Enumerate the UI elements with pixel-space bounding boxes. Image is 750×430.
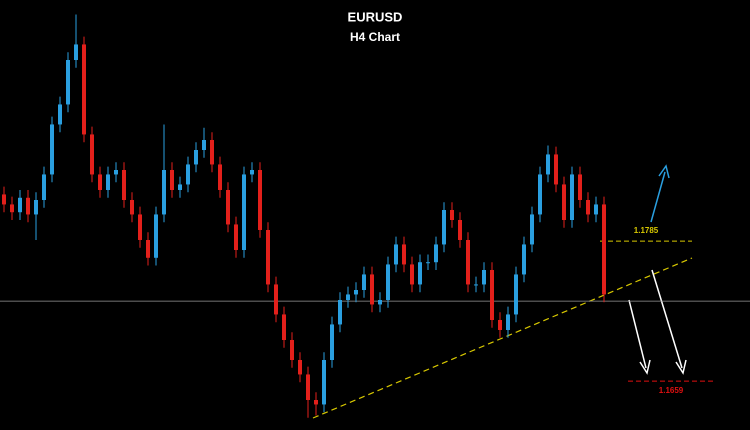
candle-body: [122, 170, 126, 200]
arrow-head: [658, 164, 670, 179]
candle-body: [34, 200, 38, 215]
candle-body: [378, 300, 382, 305]
trendline: [312, 257, 693, 419]
candle-body: [602, 204, 606, 295]
arrow-down: [651, 269, 683, 369]
candle-body: [434, 244, 438, 263]
candle-body: [90, 134, 94, 175]
candle-body: [26, 197, 30, 215]
candle-body: [418, 262, 422, 285]
candle-body: [426, 262, 430, 264]
candle-body: [2, 194, 6, 205]
candle-body: [402, 244, 406, 265]
candle-body: [338, 300, 342, 325]
candle-body: [346, 294, 350, 300]
candle-body: [458, 220, 462, 240]
candle-body: [170, 170, 174, 190]
arrow-head: [675, 359, 687, 375]
candle-body: [274, 284, 278, 315]
candle-body: [178, 184, 182, 190]
level-label: 1.1785: [634, 226, 659, 235]
candle-body: [282, 314, 286, 340]
candle-body: [18, 197, 22, 213]
candle-body: [330, 324, 334, 360]
candle-body: [466, 240, 470, 285]
candle-body: [394, 244, 398, 265]
candle-body: [290, 340, 294, 360]
candle-body: [194, 150, 198, 165]
candle-body: [218, 164, 222, 190]
candle-body: [354, 290, 358, 295]
candle-body: [514, 274, 518, 315]
candle-body: [114, 170, 118, 175]
candle-body: [562, 184, 566, 220]
candle-body: [130, 200, 134, 215]
candle-body: [442, 210, 446, 245]
candle-body: [138, 214, 142, 240]
candle-body: [410, 264, 414, 285]
candle-body: [322, 360, 326, 405]
candle-body: [522, 244, 526, 275]
candle-body: [546, 154, 550, 175]
candle-body: [234, 224, 238, 250]
arrow-head: [639, 359, 651, 375]
candle-body: [498, 320, 502, 330]
candle-body: [506, 314, 510, 330]
candle-body: [210, 140, 214, 165]
candle-body: [586, 200, 590, 215]
arrow-down: [628, 299, 647, 369]
candle-body: [258, 170, 262, 230]
candle-body: [298, 360, 302, 375]
candle-body: [82, 44, 86, 135]
candle-body: [482, 270, 486, 285]
arrow-up: [650, 171, 666, 223]
candle-body: [474, 284, 478, 286]
candle-body: [146, 240, 150, 258]
candle-body: [202, 140, 206, 150]
candle-body: [578, 174, 582, 200]
candle-body: [450, 210, 454, 220]
candle-body: [250, 170, 254, 175]
candle-body: [242, 174, 246, 250]
candle-body: [66, 60, 70, 105]
candle-body: [74, 44, 78, 60]
candle-body: [306, 374, 310, 400]
candle-body: [10, 204, 14, 213]
candle-body: [370, 274, 374, 305]
candle-body: [98, 174, 102, 190]
candle-body: [106, 174, 110, 190]
level-label: 1.1659: [659, 386, 684, 395]
candle-body: [538, 174, 542, 215]
candle-body: [266, 230, 270, 285]
candle-body: [570, 174, 574, 220]
candle-body: [362, 274, 366, 290]
candle-body: [58, 104, 62, 125]
candle-body: [50, 124, 54, 175]
candle-body: [314, 400, 318, 405]
candle-body: [154, 214, 158, 258]
candle-body: [554, 154, 558, 185]
candle-body: [530, 214, 534, 245]
candle-body: [162, 170, 166, 215]
candle-body: [186, 164, 190, 185]
candle-body: [594, 204, 598, 215]
candle-body: [42, 174, 46, 200]
chart-subtitle: H4 Chart: [350, 30, 400, 44]
chart-title: EURUSD: [348, 9, 403, 24]
arrows: [628, 164, 687, 375]
candle-body: [490, 270, 494, 320]
candle-body: [386, 264, 390, 300]
candle-body: [226, 190, 230, 225]
